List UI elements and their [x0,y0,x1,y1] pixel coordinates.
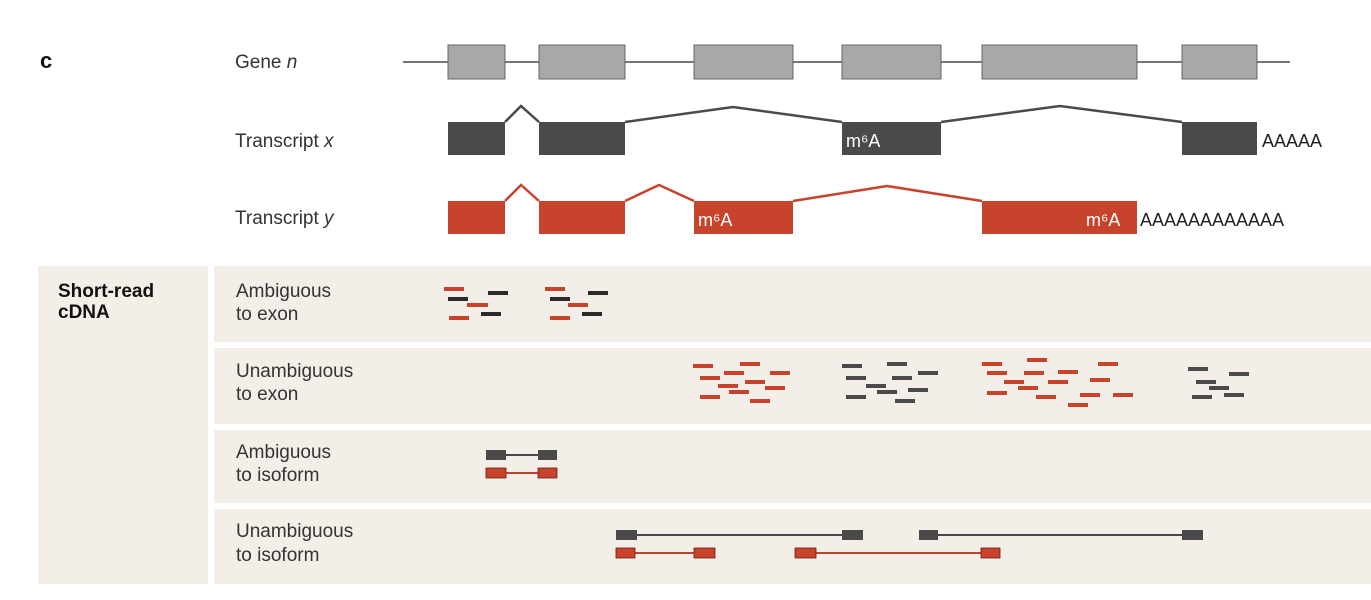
transcript-y-exon [539,201,625,234]
gene-exon [1181,44,1258,80]
row-panel [214,348,1371,424]
transcript-x-exon [842,122,941,155]
transcript-x-label: Transcript x [235,131,335,152]
transcript-y-exon [694,201,793,234]
transcript-x-exon [539,122,625,155]
polya-tail: AAAAAAAAAAAA [1140,210,1284,230]
row-label: Ambiguous [236,442,331,463]
row-label: to isoform [236,545,319,566]
read-segment [842,530,863,540]
polya-tail: AAAAA [1262,131,1322,151]
read-segment [486,450,506,460]
reads-unambiguous-isoform [615,530,1203,559]
section-panel [38,266,208,584]
gene-exon [538,44,626,80]
row-label: Unambiguous [236,361,353,382]
m6a-label: m⁶A [1086,210,1120,230]
reads-ambiguous-exon [444,287,608,320]
m6a-label: m⁶A [698,210,732,230]
read-segment [919,530,938,540]
transcript-x-exon [448,122,505,155]
transcript-x-exon [1182,122,1257,155]
transcript-y-label: Transcript y [235,208,335,229]
row-label: Ambiguous [236,281,331,302]
transcript-y-track: m⁶A m⁶A AAAAAAAAAAAA [448,183,1284,234]
row-panel [214,509,1371,584]
read-segment [538,450,557,460]
read-segment [616,530,637,540]
gene-exon [693,44,794,80]
section-title: cDNA [58,302,110,323]
gene-track [403,44,1290,80]
splice-junction [504,183,540,202]
panel-letter: c [40,48,52,73]
transcript-y-exon [982,201,1137,234]
row-label: Unambiguous [236,521,353,542]
splice-junction [940,104,1183,124]
section-title: Short-read [58,281,154,302]
read-segment [615,547,636,559]
splice-junction [624,183,695,203]
row-panel [214,430,1371,503]
read-segment [485,467,507,479]
gene-exon [981,44,1138,80]
gene-exon [841,44,942,80]
read-segment [794,547,817,559]
read-segment [693,547,716,559]
transcript-x-track: m⁶A AAAAA [448,104,1322,155]
gene-exon [447,44,506,80]
row-label: to exon [236,304,298,325]
gene-label: Gene n [235,52,297,73]
splice-junction [504,104,540,123]
reads-ambiguous-isoform [485,450,558,479]
read-segment [980,547,1001,559]
splice-junction [792,184,983,203]
read-segment [1182,530,1203,540]
transcript-y-exon [448,201,505,234]
reads-unambiguous-exon [693,358,1249,407]
read-segment [537,467,558,479]
row-panel [214,266,1371,342]
m6a-label: m⁶A [846,131,880,151]
row-label: to exon [236,384,298,405]
row-label: to isoform [236,465,319,486]
splice-junction [624,105,843,124]
